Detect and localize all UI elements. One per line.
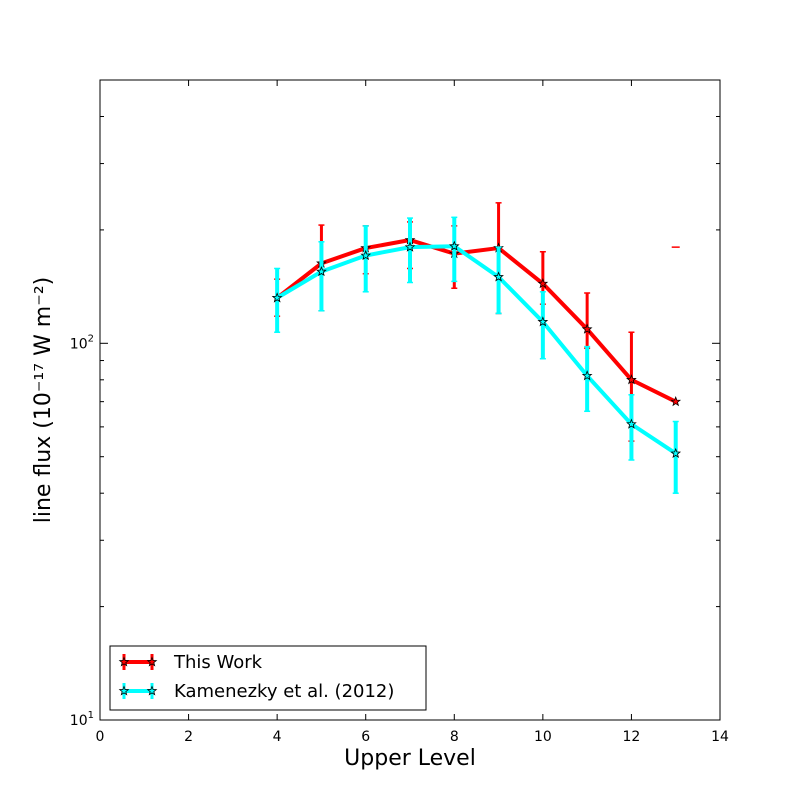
series-line — [275, 238, 677, 404]
y-tick-exponent: 1 — [88, 710, 94, 721]
data-point — [670, 447, 682, 459]
legend-label: This Work — [173, 652, 263, 673]
x-tick-label: 2 — [184, 729, 193, 745]
plot-frame — [99, 79, 721, 721]
legend-marker — [146, 685, 158, 696]
legend-label: Kamenezky et al. (2012) — [174, 681, 394, 702]
x-tick-label: 4 — [273, 729, 282, 745]
y-tick-base: 10 — [70, 713, 88, 729]
y-tick-exponent: 2 — [88, 333, 94, 344]
legend-marker — [118, 685, 130, 696]
data-point — [581, 370, 593, 381]
x-axis-label: Upper Level — [344, 746, 476, 771]
plot-area — [100, 80, 720, 720]
x-tick-label: 8 — [450, 729, 459, 745]
x-tick-label: 6 — [361, 729, 370, 745]
legend-entry: This Work — [118, 652, 263, 673]
data-point — [670, 396, 682, 407]
legend: This Work Kamenezky et al. (2012) — [109, 645, 427, 711]
data-point — [537, 316, 549, 327]
data-point — [581, 323, 593, 334]
data-point — [404, 241, 416, 252]
data-point — [360, 249, 372, 261]
data-point — [448, 240, 460, 251]
y-axis-label: line flux (10⁻¹⁷ W m⁻²) — [31, 277, 56, 524]
data-point — [537, 278, 549, 289]
data-point — [493, 271, 504, 282]
y-tick-label: 102 — [70, 333, 94, 352]
series-kamenezky-2012 — [271, 216, 682, 494]
y-tick-label: 101 — [70, 710, 94, 729]
x-tick-label: 14 — [711, 729, 729, 745]
x-tick-label: 10 — [534, 729, 552, 745]
data-point — [626, 418, 637, 429]
data-point — [271, 292, 283, 303]
x-tick-label: 12 — [623, 729, 641, 745]
data-point — [316, 265, 327, 277]
series-layer — [271, 202, 682, 494]
y-tick-base: 10 — [70, 336, 88, 352]
x-tick-label: 0 — [96, 729, 105, 745]
legend-entries: This Work Kamenezky et al. (2012) — [118, 652, 394, 702]
legend-marker — [146, 656, 158, 667]
legend-marker — [118, 656, 130, 667]
legend-entry: Kamenezky et al. (2012) — [118, 681, 394, 702]
data-point — [626, 374, 637, 385]
series-line — [276, 244, 677, 456]
legend-box — [109, 645, 427, 711]
